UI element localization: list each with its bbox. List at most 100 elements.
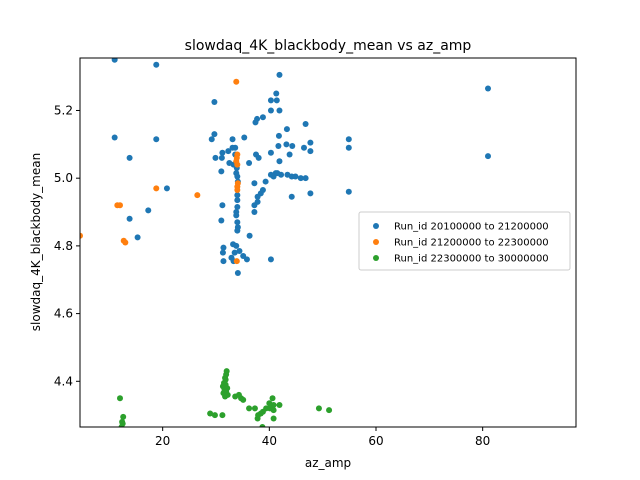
legend-marker-series-1 [373, 223, 379, 229]
x-tick-label: 40 [262, 434, 277, 448]
data-point-series-3 [270, 415, 277, 422]
data-point-series-1 [234, 173, 241, 180]
data-point-series-1 [246, 232, 253, 239]
data-point-series-1 [234, 269, 241, 276]
data-point-series-3 [232, 393, 239, 400]
data-point-series-1 [297, 175, 304, 182]
data-point-series-1 [292, 173, 299, 180]
legend-marker-series-2 [373, 239, 379, 245]
data-point-series-1 [208, 136, 215, 143]
data-point-series-1 [251, 202, 258, 209]
data-point-series-1 [236, 247, 243, 254]
data-point-series-3 [222, 393, 229, 400]
y-tick-label: 4.6 [54, 307, 73, 321]
y-tick-label: 4.8 [54, 239, 73, 253]
data-point-series-1 [234, 203, 241, 210]
x-tick-label: 20 [155, 434, 170, 448]
data-point-series-1 [267, 97, 274, 104]
data-point-series-1 [163, 185, 170, 192]
data-point-series-2 [117, 202, 123, 209]
data-point-series-1 [345, 188, 352, 195]
data-point-series-3 [120, 413, 127, 420]
data-point-series-3 [276, 401, 283, 408]
data-point-series-3 [118, 424, 125, 427]
data-point-series-1 [218, 154, 225, 161]
data-point-series-1 [252, 119, 259, 126]
data-point-series-3 [315, 405, 322, 412]
data-point-series-1 [259, 114, 266, 121]
data-point-series-3 [251, 405, 258, 412]
data-point-series-1 [211, 131, 218, 138]
data-point-series-1 [262, 178, 269, 185]
data-point-series-1 [145, 207, 152, 214]
data-point-series-2 [233, 78, 240, 85]
data-point-series-3 [240, 396, 247, 403]
data-point-series-1 [345, 136, 352, 143]
data-point-series-2 [80, 232, 83, 239]
data-point-series-1 [234, 227, 241, 234]
data-point-series-1 [225, 148, 232, 155]
data-point-series-1 [111, 58, 118, 63]
legend-label-series-1: Run_id 20100000 to 21200000 [394, 222, 549, 233]
data-point-series-1 [485, 85, 491, 92]
data-point-series-2 [233, 258, 240, 265]
legend-label-series-3: Run_id 22300000 to 30000000 [394, 254, 549, 265]
data-point-series-1 [218, 217, 225, 224]
data-point-series-1 [229, 144, 236, 151]
data-point-series-1 [283, 126, 290, 133]
data-point-series-3 [246, 405, 253, 412]
data-point-series-1 [254, 193, 261, 200]
data-point-series-1 [111, 134, 118, 141]
data-point-series-1 [251, 209, 258, 216]
data-point-series-1 [234, 219, 241, 226]
plot-frame [79, 57, 577, 428]
data-point-series-1 [126, 215, 133, 222]
data-point-series-1 [267, 107, 274, 114]
data-point-series-1 [275, 143, 282, 150]
data-point-series-2 [122, 239, 129, 246]
data-point-series-1 [233, 242, 240, 249]
data-point-series-1 [229, 136, 236, 143]
data-point-series-1 [211, 99, 218, 106]
legend: Run_id 20100000 to 21200000 Run_id 212000… [358, 211, 571, 271]
data-point-series-1 [307, 139, 314, 146]
data-point-series-2 [153, 185, 160, 192]
data-point-series-2 [194, 192, 201, 199]
data-point-series-1 [255, 154, 262, 161]
data-point-series-3 [259, 424, 266, 427]
data-point-series-1 [153, 61, 160, 68]
data-point-series-1 [485, 153, 491, 160]
data-point-series-3 [270, 407, 277, 414]
x-tick-label: 80 [475, 434, 490, 448]
data-point-series-1 [246, 159, 253, 166]
data-point-series-1 [283, 141, 290, 148]
data-point-series-3 [255, 412, 262, 419]
data-point-series-1 [234, 192, 241, 199]
data-point-series-1 [267, 256, 274, 263]
legend-box [358, 211, 571, 271]
legend-marker-series-3 [373, 255, 379, 261]
data-point-series-3 [207, 410, 214, 417]
data-point-series-1 [219, 249, 226, 256]
data-point-series-1 [218, 168, 225, 175]
data-point-series-1 [275, 132, 282, 139]
data-point-series-3 [326, 407, 333, 414]
data-point-series-1 [345, 144, 352, 151]
data-point-series-1 [276, 71, 283, 78]
data-point-series-1 [220, 244, 227, 251]
data-points [80, 58, 491, 427]
legend-label-series-2: Run_id 21200000 to 22300000 [394, 238, 549, 249]
y-axis-ticks: 4.4 4.6 4.8 5.0 5.2 [54, 103, 80, 388]
data-point-series-2 [234, 161, 241, 168]
data-point-series-1 [219, 149, 226, 156]
data-point-series-1 [274, 170, 281, 177]
data-point-series-1 [243, 256, 250, 263]
data-point-series-1 [234, 197, 241, 204]
data-point-series-1 [233, 212, 240, 219]
data-point-series-1 [251, 180, 258, 187]
data-point-series-3 [219, 412, 226, 419]
y-tick-label: 4.4 [54, 374, 73, 388]
chart-title: slowdaq_4K_blackbody_mean vs az_amp [185, 38, 472, 54]
data-point-series-1 [273, 90, 280, 97]
